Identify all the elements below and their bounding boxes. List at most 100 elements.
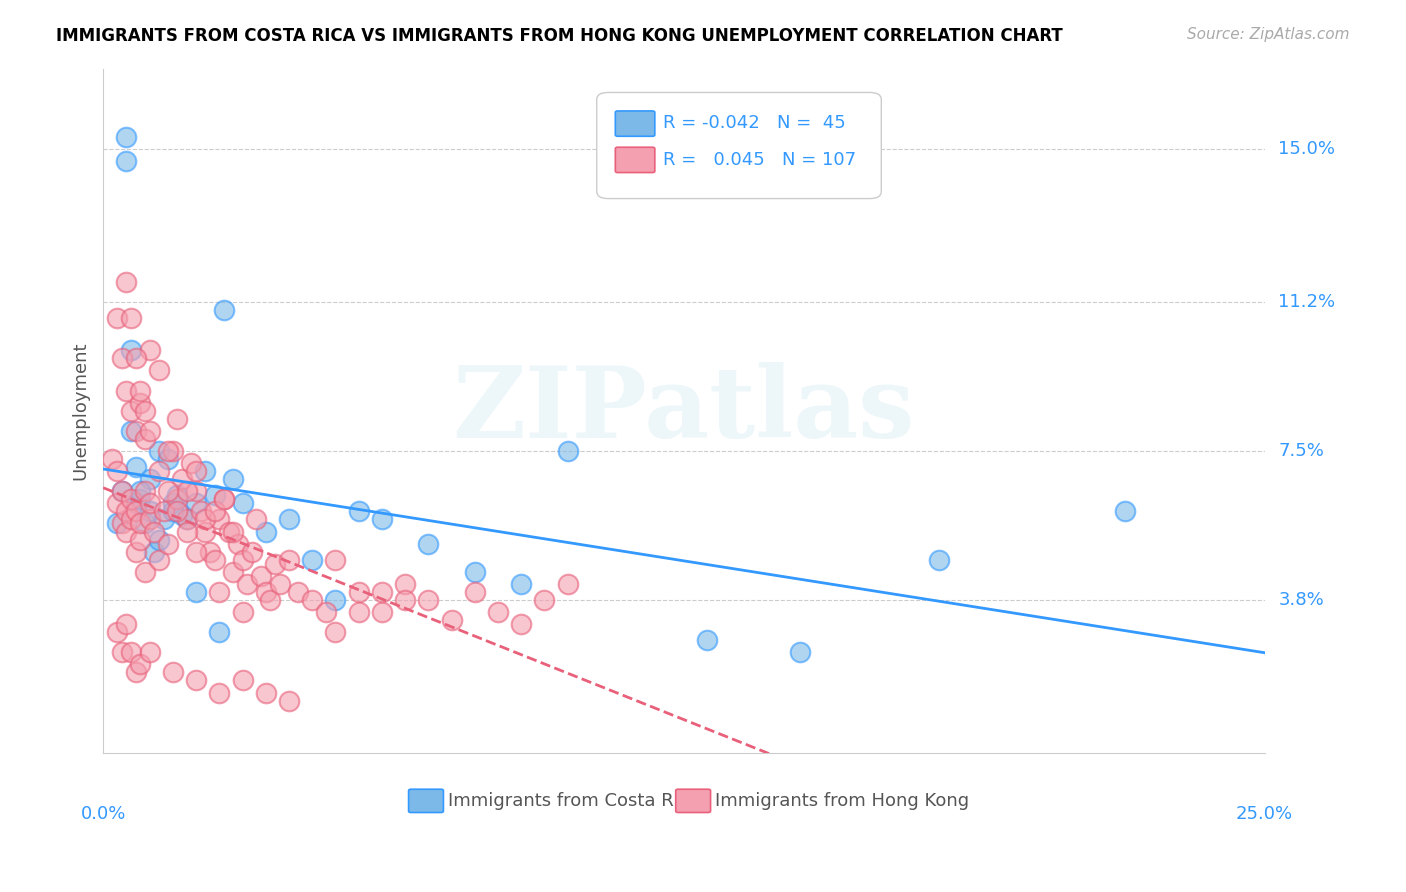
Point xyxy=(129,492,152,507)
Point xyxy=(152,504,174,518)
Point xyxy=(166,411,188,425)
Point xyxy=(124,460,146,475)
Point xyxy=(464,585,486,599)
Point xyxy=(120,512,142,526)
Point xyxy=(208,585,231,599)
Point xyxy=(120,403,142,417)
Point xyxy=(250,569,273,583)
Point xyxy=(148,464,170,478)
Point xyxy=(148,533,170,547)
Point xyxy=(134,516,156,531)
Point xyxy=(172,472,194,486)
Point xyxy=(129,395,152,409)
Point xyxy=(184,544,207,558)
FancyBboxPatch shape xyxy=(596,93,882,199)
Point xyxy=(212,492,235,507)
Text: Immigrants from Costa Rica: Immigrants from Costa Rica xyxy=(449,792,700,810)
Point xyxy=(124,504,146,518)
Y-axis label: Unemployment: Unemployment xyxy=(72,342,89,480)
Point xyxy=(184,585,207,599)
Point xyxy=(394,593,416,607)
Point xyxy=(111,484,134,499)
Point xyxy=(347,504,370,518)
Point xyxy=(418,593,440,607)
Point xyxy=(105,496,128,510)
Point xyxy=(231,552,253,566)
Text: IMMIGRANTS FROM COSTA RICA VS IMMIGRANTS FROM HONG KONG UNEMPLOYMENT CORRELATION: IMMIGRANTS FROM COSTA RICA VS IMMIGRANTS… xyxy=(56,27,1063,45)
Point xyxy=(212,492,235,507)
Point xyxy=(105,516,128,531)
Text: 3.8%: 3.8% xyxy=(1278,591,1324,609)
Text: 25.0%: 25.0% xyxy=(1236,805,1294,823)
Point xyxy=(105,625,128,640)
Point xyxy=(184,496,207,510)
Point xyxy=(172,508,194,523)
Text: 0.0%: 0.0% xyxy=(80,805,125,823)
Point xyxy=(696,633,718,648)
Point xyxy=(166,488,188,502)
Point xyxy=(245,512,267,526)
Point xyxy=(347,605,370,619)
Point xyxy=(129,384,152,398)
Point xyxy=(204,552,226,566)
Point xyxy=(124,424,146,438)
Point xyxy=(111,645,134,659)
Point xyxy=(138,645,160,659)
Text: R = -0.042   N =  45: R = -0.042 N = 45 xyxy=(664,114,845,132)
Text: R =   0.045   N = 107: R = 0.045 N = 107 xyxy=(664,151,856,169)
Point xyxy=(557,577,579,591)
Point xyxy=(138,343,160,358)
Point xyxy=(194,524,217,539)
Point xyxy=(194,512,217,526)
Point xyxy=(115,384,138,398)
FancyBboxPatch shape xyxy=(616,111,655,136)
Point xyxy=(371,605,394,619)
Point xyxy=(231,496,253,510)
Point xyxy=(115,617,138,632)
Point xyxy=(134,565,156,579)
Point xyxy=(120,645,142,659)
FancyBboxPatch shape xyxy=(676,789,710,813)
Point xyxy=(222,524,245,539)
Point xyxy=(236,577,259,591)
Point xyxy=(510,577,533,591)
Point xyxy=(157,444,180,458)
Point xyxy=(418,536,440,550)
Point xyxy=(394,577,416,591)
Point xyxy=(162,504,184,518)
Point xyxy=(301,593,323,607)
Point xyxy=(231,605,253,619)
Point xyxy=(222,565,245,579)
Point xyxy=(208,625,231,640)
Point xyxy=(115,130,138,145)
Text: 11.2%: 11.2% xyxy=(1278,293,1336,311)
Point xyxy=(129,533,152,547)
Point xyxy=(115,154,138,169)
Point xyxy=(115,504,138,518)
Point xyxy=(138,512,160,526)
Point xyxy=(184,484,207,499)
Point xyxy=(138,504,160,518)
Point xyxy=(180,456,202,470)
Point xyxy=(157,452,180,467)
Point xyxy=(486,605,509,619)
Point xyxy=(129,484,152,499)
Point xyxy=(278,512,301,526)
Point xyxy=(347,585,370,599)
Point xyxy=(111,351,134,366)
Text: 15.0%: 15.0% xyxy=(1278,140,1336,158)
Point xyxy=(222,472,245,486)
Point xyxy=(124,496,146,510)
Point xyxy=(287,585,309,599)
Point xyxy=(928,552,950,566)
Point xyxy=(120,343,142,358)
Point xyxy=(533,593,555,607)
Point xyxy=(278,552,301,566)
Point xyxy=(464,565,486,579)
Point xyxy=(204,488,226,502)
FancyBboxPatch shape xyxy=(409,789,443,813)
Point xyxy=(264,557,287,571)
Point xyxy=(190,504,212,518)
Point xyxy=(101,452,124,467)
Text: Source: ZipAtlas.com: Source: ZipAtlas.com xyxy=(1187,27,1350,42)
